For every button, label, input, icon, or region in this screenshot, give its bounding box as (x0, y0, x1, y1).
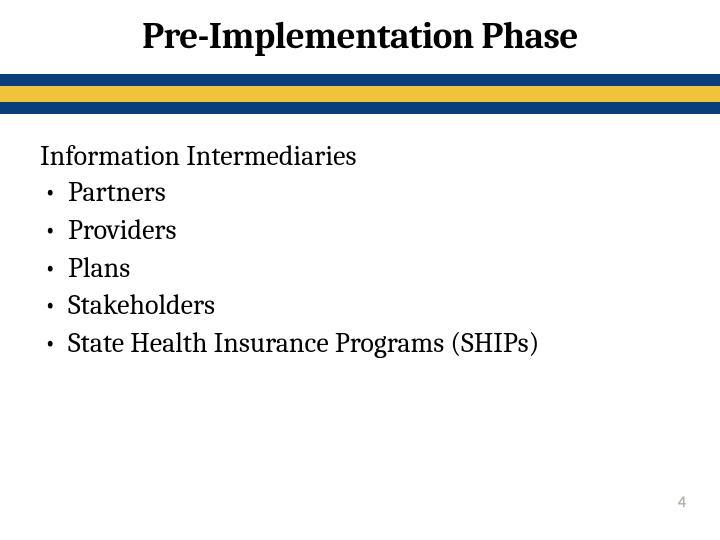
slide-title: Pre-Implementation Phase (0, 16, 720, 58)
list-item: Partners (44, 174, 680, 212)
bullet-list: Partners Providers Plans Stakeholders St… (40, 174, 680, 363)
divider-stripe-blue-bottom (0, 102, 720, 114)
divider-stripe-yellow (0, 86, 720, 102)
list-item: State Health Insurance Programs (SHIPs) (44, 325, 680, 363)
content-area: Information Intermediaries Partners Prov… (40, 140, 680, 363)
slide: Pre-Implementation Phase Information Int… (0, 0, 720, 540)
page-number: 4 (678, 493, 686, 512)
subheading: Information Intermediaries (40, 140, 680, 172)
list-item: Stakeholders (44, 287, 680, 325)
list-item: Providers (44, 212, 680, 250)
list-item: Plans (44, 250, 680, 288)
divider-stripe-blue-top (0, 74, 720, 86)
